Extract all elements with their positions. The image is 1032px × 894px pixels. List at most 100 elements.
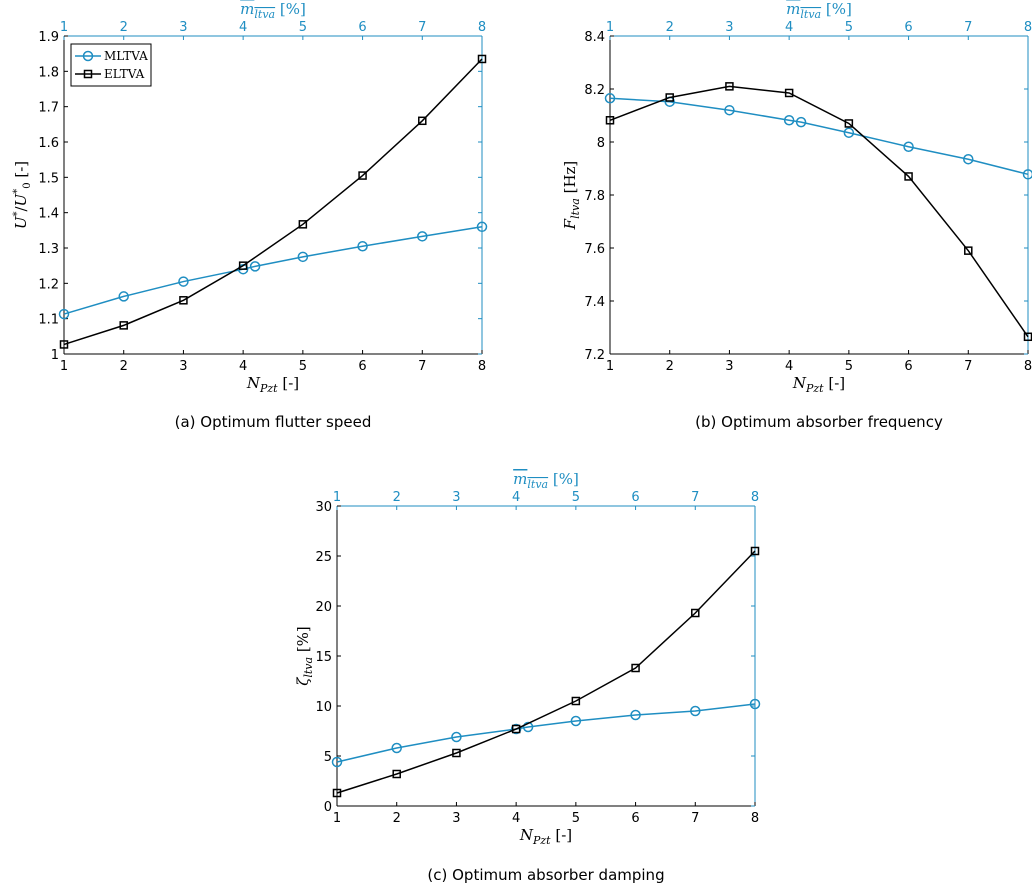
data-point-mltva [570,715,582,727]
x-tick-label: 1 [333,811,341,826]
series-line-mltva [609,97,1029,176]
y-tick-label: 5 [324,750,332,765]
y-tick-label: 8.2 [584,83,605,98]
x-tick-label: 8 [751,811,759,826]
data-point-eltva [119,321,128,330]
data-point-eltva [452,748,461,758]
data-point-eltva [392,769,401,779]
x-axis-label: NPzt [-] [519,826,572,847]
y-tick-label: 30 [315,500,332,515]
data-point-mltva [391,742,402,754]
data-point-eltva [631,663,640,673]
data-point-eltva [179,296,188,305]
series-line-eltva [609,85,1029,338]
top-tick-label: 6 [631,490,639,505]
top-axis-label: mltva [%] [240,0,306,21]
top-tick-label: 1 [60,20,68,35]
y-tick-label: 15 [315,650,332,665]
x-tick-label: 7 [691,811,699,826]
chart-b: 1 2 3 4 5 6 7 8 1 2 3 4 5 6 7 8 7.2 7.4 7.6 7.8 8 8.2 8.4 NPzt … [561,0,1032,431]
data-point-eltva [59,340,69,349]
series-line-mltva [336,703,756,763]
x-tick-label: 7 [964,359,972,374]
data-point-mltva [476,221,488,233]
data-point-mltva [297,251,309,263]
top-tick-label: 3 [725,20,733,35]
y-tick-label: 0 [324,800,332,815]
legend-label: ELTVA [104,67,145,81]
y-axis-label: U*/U*0 [-] [12,161,33,229]
x-tick-label: 6 [358,359,366,374]
top-tick-label: 8 [751,490,759,505]
top-tick-label: 5 [845,20,853,35]
x-tick-label: 6 [631,811,639,826]
data-point-mltva [58,308,70,320]
y-tick-label: 1.9 [38,30,59,45]
top-tick-label: 1 [606,20,614,35]
x-tick-label: 7 [418,359,426,374]
chart-caption: (b) Optimum absorber frequency [695,413,943,431]
data-point-mltva [178,276,189,287]
series-line-eltva [336,550,756,794]
top-tick-label: 8 [478,20,486,35]
y-tick-label: 1.1 [38,313,59,328]
x-tick-label: 4 [239,359,247,374]
data-point-mltva [357,240,368,252]
data-point-mltva [237,263,249,275]
y-tick-label: 7.4 [584,295,605,310]
x-tick-label: 2 [120,359,128,374]
y-tick-label: 1.5 [38,171,59,186]
data-point-eltva [605,116,615,125]
x-axis-label: NPzt [-] [246,374,299,395]
legend-square-marker [83,69,93,79]
top-tick-label: 7 [418,20,426,35]
top-tick-label: 5 [572,490,580,505]
data-point-eltva [784,88,794,98]
top-tick-label: 6 [904,20,912,35]
x-tick-label: 4 [512,811,520,826]
y-tick-label: 8.4 [584,30,605,45]
legend-box [70,43,152,87]
series-line-mltva [63,226,483,315]
top-tick-label: 8 [1024,20,1032,35]
legend-label: MLTVA [104,49,148,63]
y-tick-label: 7.2 [584,348,605,363]
top-tick-label: 2 [393,490,401,505]
data-point-mltva [118,291,129,302]
top-tick-label: 2 [120,20,128,35]
chart-caption: (a) Optimum flutter speed [175,413,372,431]
y-tick-label: 7.8 [584,189,605,204]
data-point-eltva [904,172,913,181]
data-point-eltva [477,54,487,64]
y-tick-label: 1.2 [38,277,59,292]
x-tick-label: 6 [904,359,912,374]
y-tick-label: 1 [51,348,59,363]
y-axis-label: Fltva [Hz] [561,161,582,231]
top-axis-label: mltva [%] [786,0,852,21]
data-point-mltva [417,231,428,242]
data-point-mltva [1022,169,1032,180]
data-point-eltva [750,546,760,556]
data-point-mltva [522,721,534,733]
legend: MLTVA ELTVA [70,43,152,87]
y-tick-label: 8 [597,136,605,151]
data-point-eltva [964,246,973,255]
data-point-eltva [571,696,581,706]
top-tick-label: 3 [452,490,460,505]
x-tick-label: 8 [478,359,486,374]
data-point-eltva [358,171,367,180]
data-point-eltva [844,119,854,128]
x-tick-label: 4 [785,359,793,374]
data-point-eltva [511,724,521,734]
x-tick-label: 5 [572,811,580,826]
x-tick-label: 2 [393,811,401,826]
data-point-mltva [783,115,795,126]
x-tick-label: 5 [299,359,307,374]
data-point-eltva [691,608,700,618]
data-point-mltva [249,261,261,272]
y-tick-label: 1.6 [38,136,59,151]
top-tick-label: 4 [512,490,520,505]
data-point-eltva [725,82,734,91]
top-tick-label: 7 [691,490,699,505]
